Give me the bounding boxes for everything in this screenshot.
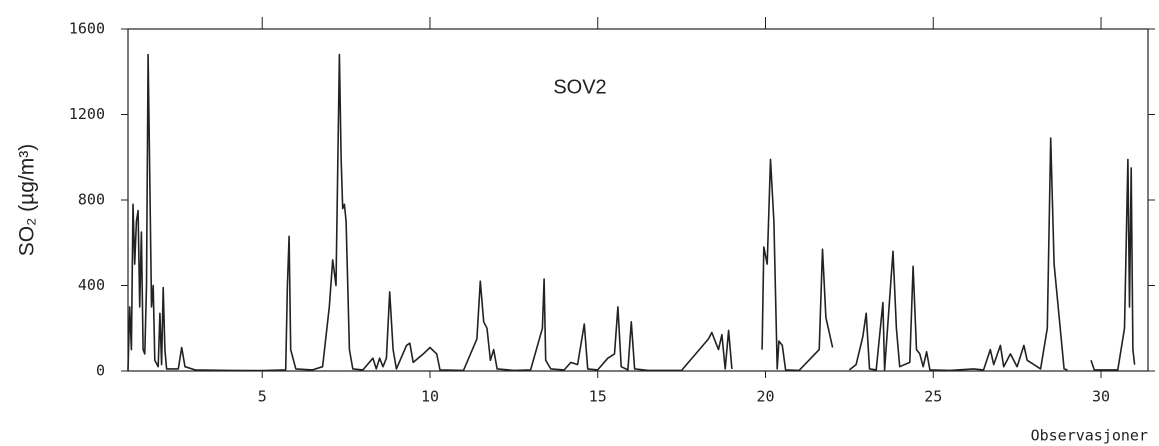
x-tick-label: 10 — [421, 388, 439, 406]
x-tick-label: 25 — [924, 388, 942, 406]
x-axis-label: Observasjoner — [1031, 427, 1148, 445]
series-line — [127, 53, 1136, 372]
y-tick-label: 400 — [78, 276, 105, 294]
x-tick-label: 15 — [589, 388, 607, 406]
y-tick-label: 1600 — [69, 20, 105, 38]
chart-title: SOV2 — [553, 76, 606, 98]
x-tick-label: 5 — [258, 388, 267, 406]
y-tick-label: 1200 — [69, 105, 105, 123]
x-tick-label: 20 — [756, 388, 774, 406]
x-tick-label: 30 — [1092, 388, 1110, 406]
y-tick-label: 0 — [96, 362, 105, 380]
y-axis-label: SO₂ (µg/m³) — [16, 144, 39, 256]
plot-frame — [127, 28, 1149, 372]
y-tick-label: 800 — [78, 191, 105, 209]
